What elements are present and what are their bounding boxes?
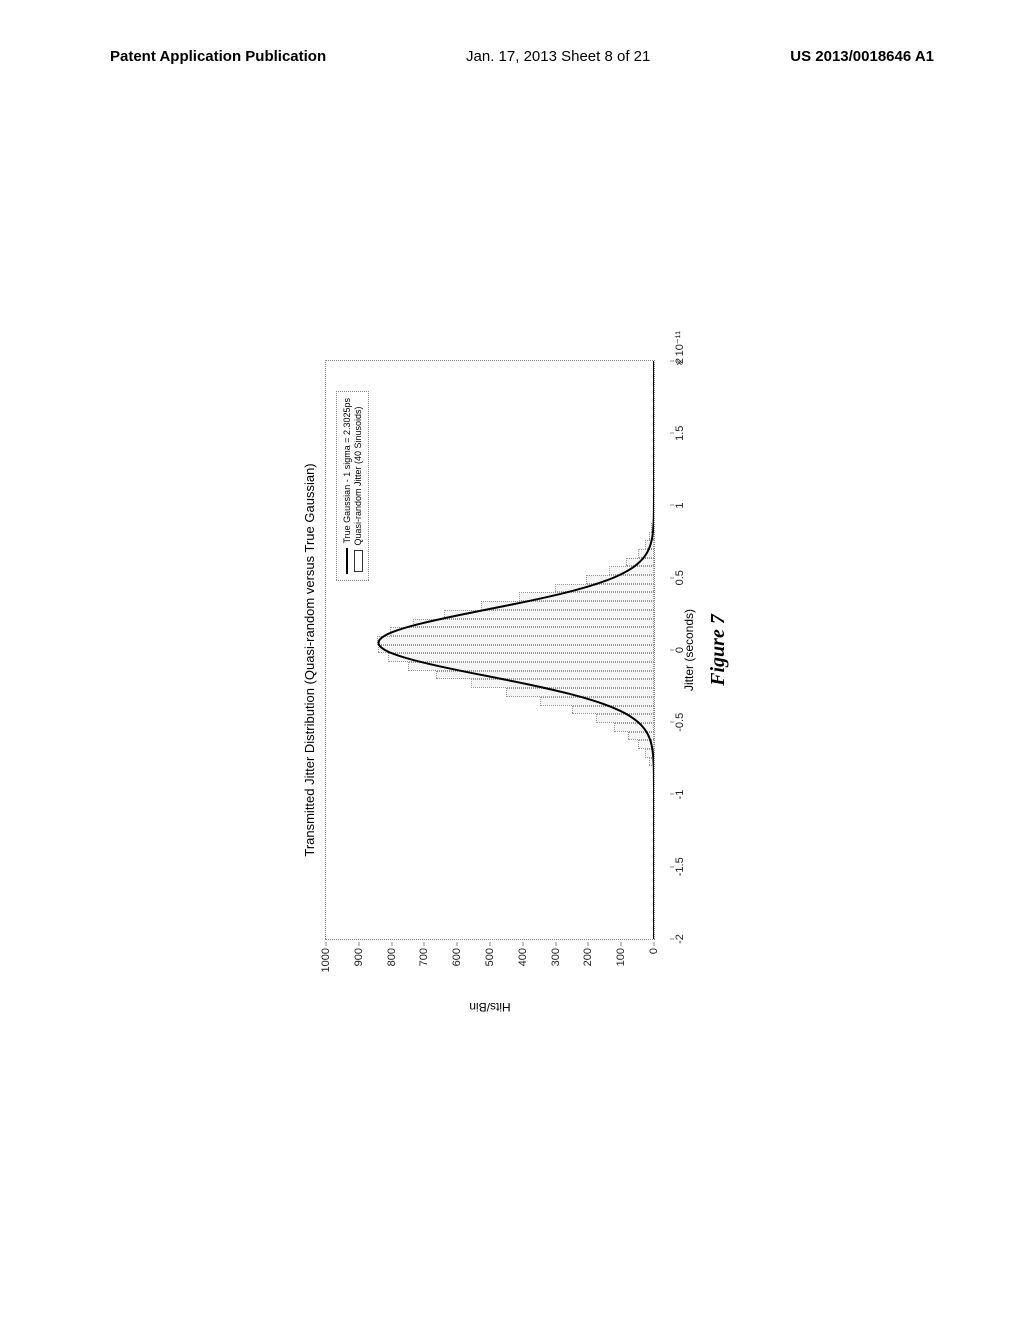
y-tick-label: 100	[615, 948, 627, 966]
legend-label-gaussian: True Gaussian - 1 sigma = 2.3025ps	[342, 398, 352, 544]
header-center: Jan. 17, 2013 Sheet 8 of 21	[466, 48, 650, 65]
y-tick-label: 400	[517, 948, 529, 966]
y-axis-label: Hits/Bin	[469, 1000, 510, 1014]
line-swatch-icon	[346, 549, 348, 575]
y-tick-label: 500	[484, 948, 496, 966]
box-swatch-icon	[354, 551, 363, 573]
y-tick-label: 1000	[320, 948, 332, 972]
legend-label-quasi: Quasi-random Jitter (40 Sinusoids)	[353, 406, 363, 545]
y-tick-label: 700	[418, 948, 430, 966]
x-tick-label: -0.5	[674, 713, 686, 732]
plot-area: Hits/Bin 0100200300400500600700800900100…	[325, 360, 655, 940]
y-tick-label: 300	[550, 948, 562, 966]
y-axis: 01002003004005006007008009001000	[326, 942, 654, 987]
y-tick-label: 200	[582, 948, 594, 966]
x-axis-exponent: × 10⁻¹¹	[673, 331, 686, 366]
chart-title: Transmitted Jitter Distribution (Quasi-r…	[302, 310, 317, 1010]
y-tick-label: 800	[386, 948, 398, 966]
x-tick-label: -1.5	[674, 857, 686, 876]
legend-row-quasi: Quasi-random Jitter (40 Sinusoids)	[353, 398, 363, 575]
x-tick-label: -2	[674, 934, 686, 944]
page-header: Patent Application Publication Jan. 17, …	[0, 48, 1024, 65]
legend-row-gaussian: True Gaussian - 1 sigma = 2.3025ps	[342, 398, 352, 575]
x-tick-label: 1	[674, 502, 686, 508]
x-axis-label: Jitter (seconds)	[682, 609, 696, 691]
figure-label: Figure 7	[707, 614, 730, 686]
header-left: Patent Application Publication	[110, 48, 326, 65]
legend: True Gaussian - 1 sigma = 2.3025ps Quasi…	[336, 391, 369, 582]
gaussian-curve	[326, 361, 654, 939]
y-tick-label: 900	[353, 948, 365, 966]
header-right: US 2013/0018646 A1	[790, 48, 934, 65]
chart-container: Transmitted Jitter Distribution (Quasi-r…	[302, 310, 722, 1010]
y-tick-label: 600	[451, 948, 463, 966]
x-tick-label: 0.5	[674, 570, 686, 585]
y-tick-label: 0	[648, 948, 660, 954]
x-tick-label: -1	[674, 790, 686, 800]
x-tick-label: 1.5	[674, 426, 686, 441]
